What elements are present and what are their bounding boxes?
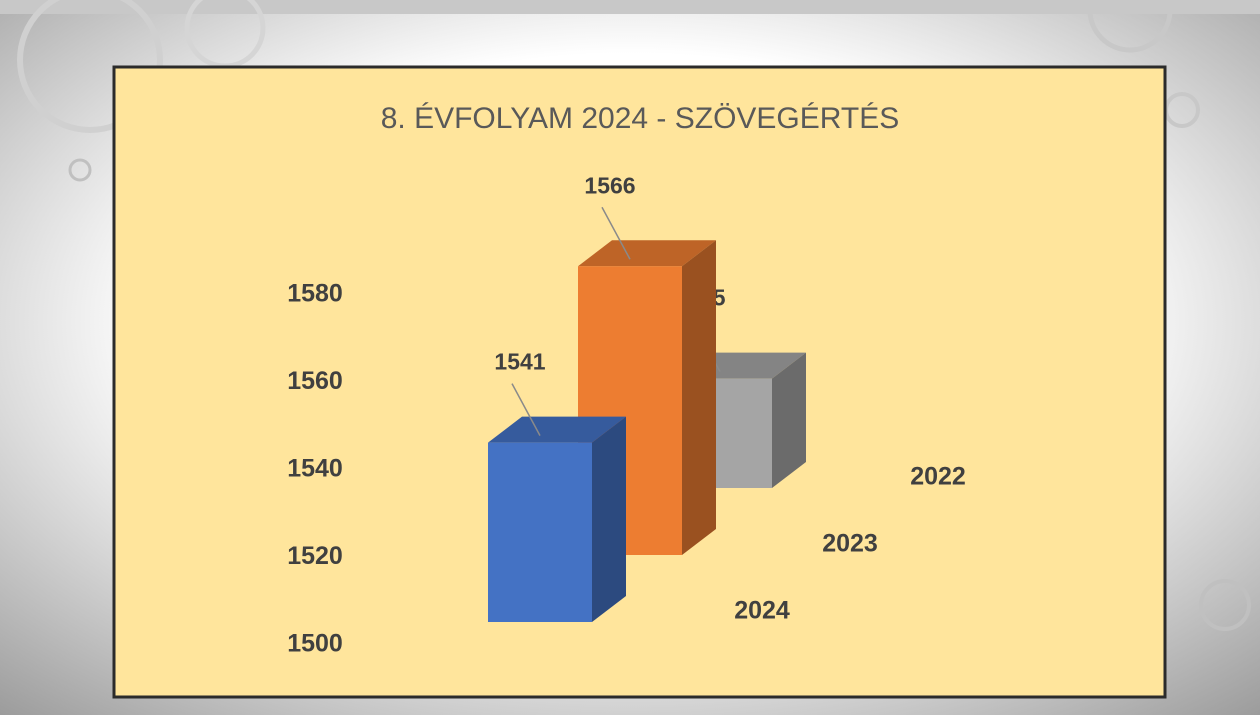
bar-side (592, 416, 626, 622)
bar-side (682, 240, 716, 555)
bubble (68, 158, 92, 182)
bubble (1087, 0, 1173, 53)
leader-line (601, 206, 631, 260)
leader-line (511, 383, 541, 436)
y-tick-label: 1560 (287, 367, 343, 395)
category-label: 2022 (910, 463, 966, 491)
bar-top (578, 240, 716, 267)
y-tick-label: 1540 (287, 455, 343, 483)
y-tick-label: 1580 (287, 280, 343, 308)
data-label: 1566 (584, 172, 635, 198)
y-tick-label: 1500 (287, 630, 343, 658)
category-label: 2024 (734, 597, 790, 625)
data-label: 1541 (494, 349, 545, 375)
bar (488, 442, 592, 622)
category-label: 2023 (822, 530, 878, 558)
bar-top (488, 416, 626, 443)
bubble (1199, 579, 1251, 631)
chart-title: 8. ÉVFOLYAM 2024 - SZÖVEGÉRTÉS (381, 102, 900, 135)
top-band (0, 0, 1260, 14)
bar-side (772, 352, 806, 488)
bubble (17, 0, 163, 133)
y-tick-label: 1520 (287, 542, 343, 570)
